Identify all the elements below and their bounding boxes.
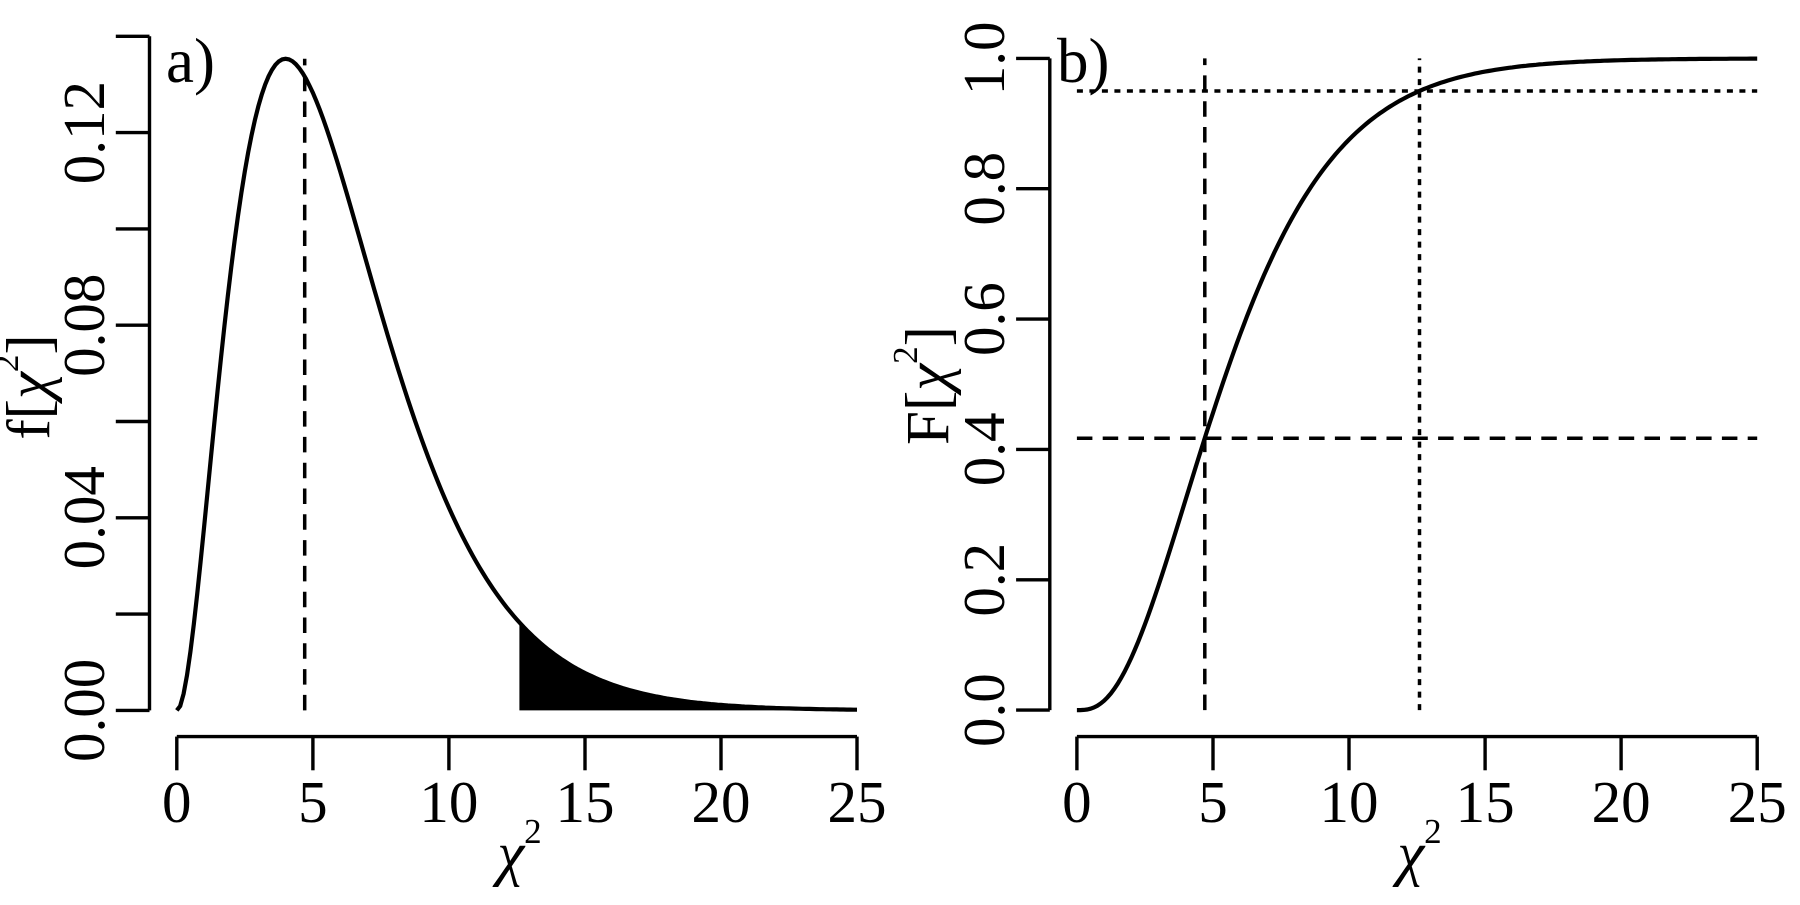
svg-text:0.6: 0.6	[951, 282, 1017, 356]
svg-text:0.04: 0.04	[51, 466, 117, 569]
svg-text:15: 15	[556, 769, 615, 835]
svg-text:10: 10	[1320, 769, 1379, 835]
svg-text:a): a)	[166, 26, 215, 96]
svg-text:5: 5	[298, 769, 328, 835]
svg-text:15: 15	[1456, 769, 1515, 835]
svg-text:0.4: 0.4	[951, 413, 1017, 487]
svg-text:0.12: 0.12	[51, 81, 117, 184]
svg-text:F[χ2]: F[χ2]	[886, 326, 962, 445]
svg-text:25: 25	[828, 769, 887, 835]
svg-text:20: 20	[692, 769, 751, 835]
svg-text:5: 5	[1198, 769, 1228, 835]
svg-text:20: 20	[1592, 769, 1651, 835]
svg-text:0: 0	[162, 769, 192, 835]
svg-text:0.2: 0.2	[951, 543, 1017, 617]
svg-text:0.0: 0.0	[951, 673, 1017, 747]
svg-text:25: 25	[1728, 769, 1787, 835]
svg-text:0.08: 0.08	[51, 274, 117, 377]
svg-text:0: 0	[1062, 769, 1092, 835]
svg-text:1.0: 1.0	[951, 22, 1017, 96]
svg-text:χ2: χ2	[492, 812, 541, 888]
svg-text:χ2: χ2	[1392, 812, 1441, 888]
svg-text:b): b)	[1057, 26, 1109, 96]
svg-text:10: 10	[419, 769, 478, 835]
svg-text:f[χ2]: f[χ2]	[0, 334, 63, 439]
svg-text:0.00: 0.00	[51, 659, 117, 762]
svg-text:0.8: 0.8	[951, 152, 1017, 226]
